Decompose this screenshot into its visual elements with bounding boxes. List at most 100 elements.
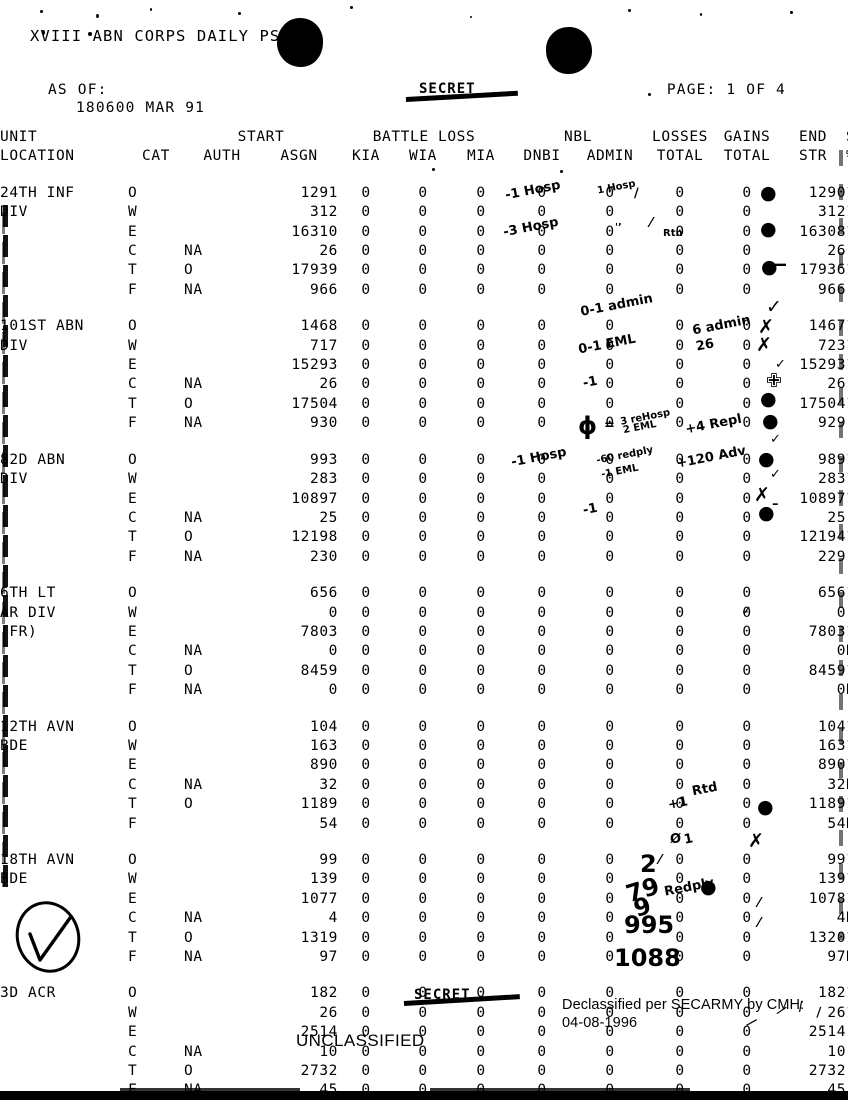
cell-kia: 0 [361,871,371,888]
cell-cat: W [128,337,138,354]
cell-wia: 0 [418,815,428,832]
table-row: TO1189000000011891 [0,795,848,814]
table-row: E1529300000001529310 [0,356,848,375]
cell-wia: 0 [418,529,428,546]
unit-name-continuation [0,909,128,928]
cell-cat: O [128,318,138,335]
cell-wia: 0 [418,1043,428,1060]
header-location: LOCATION [0,148,75,165]
cell-losses-total: 0 [675,548,685,565]
cell-admin: 0 [605,949,615,966]
table-row: C NA 25 0 0 0 0 0 0 0 25 [0,509,848,528]
cell-gains-total: 0 [742,318,752,335]
cell-dnbi: 0 [537,243,547,260]
cell-end-str: 929 [818,415,847,432]
cell-auth [184,317,260,336]
unit-name-continuation [0,948,128,967]
cell-admin: 0 [605,796,615,813]
cell-dnbi: 0 [537,490,547,507]
cell-admin: 0 [605,623,615,640]
cell-asgn: 26 [319,1004,338,1021]
table-row: C NA 26 0 0 0 0 0 0 0 26 [0,375,848,394]
cell-losses-total: 0 [675,223,685,240]
cell-gains-total: 0 [742,548,752,565]
cell-end-str: 2514 [808,1024,847,1041]
cell-auth: NA [184,376,203,393]
cell-auth [184,184,260,203]
table-row: (FR)E78030000000780310 [0,623,848,642]
cell-kia: 0 [361,223,371,240]
unit-name: 6TH LT [0,585,56,602]
cell-asgn: 7803 [300,623,338,640]
cell-auth [184,490,260,509]
cell-losses-total: 0 [675,471,685,488]
unit-name: (FR) [0,623,38,640]
cell-auth [184,470,260,489]
cell-mia: 0 [476,337,486,354]
cell-end-str: 182 [818,985,847,1002]
scan-artifact-left-margin-2 [2,212,5,887]
cell-losses-total: 0 [675,662,685,679]
cell-admin: 0 [605,1004,615,1021]
cell-cat: W [128,1004,138,1021]
cell-wia: 0 [418,548,428,565]
cell-str-pct: 10 [846,662,848,681]
cell-wia: 0 [418,585,428,602]
as-of-label: AS OF: [48,82,108,98]
scan-speck [700,13,702,16]
cell-wia: 0 [418,796,428,813]
cell-losses-total: 0 [675,337,685,354]
unit-name-continuation [0,223,128,242]
cell-mia: 0 [476,1082,486,1099]
cell-losses-total: 0 [675,1063,685,1080]
cell-admin: 0 [605,662,615,679]
table-row: F54000000054N [0,815,848,834]
cell-asgn: 993 [310,451,338,468]
cell-wia: 0 [418,395,428,412]
unclassified-footer: UNCLASSIFIED [296,1031,425,1050]
unit-name: 12TH AVN [0,718,75,735]
cell-auth [184,1004,260,1023]
cell-dnbi: 0 [537,815,547,832]
table-header: UNIT START BATTLE LOSS NBL LOSSES GAINS … [0,128,848,184]
table-row: F NA 230 0 0 0 0 0 0 0 229 [0,548,848,567]
cell-kia: 0 [361,1024,371,1041]
cell-dnbi: 0 [537,471,547,488]
cell-admin: 0 [605,318,615,335]
table-header-row-bottom: LOCATION CAT AUTH ASGN KIA WIA MIA DNBI … [0,147,848,166]
cell-dnbi: 0 [537,184,547,201]
cell-dnbi: 0 [537,318,547,335]
cell-end-str: 26 [827,243,847,260]
cell-asgn: 2514 [300,1024,338,1041]
scan-speck [628,9,631,12]
cell-dnbi: 0 [537,1063,547,1080]
cell-asgn: 10 [319,1043,338,1060]
cell-admin: 0 [605,682,615,699]
table-row: CNA32000000032N [0,776,848,795]
cell-kia: 0 [361,662,371,679]
header-wia: WIA [409,148,437,165]
cell-cat: O [128,451,138,468]
cell-cat: C [128,376,138,393]
cell-kia: 0 [361,776,371,793]
cell-mia: 0 [476,548,486,565]
cell-auth [184,718,260,737]
cell-wia: 0 [418,682,428,699]
cell-asgn: 717 [310,337,338,354]
cell-dnbi: 0 [537,985,547,1002]
header-asgn: ASGN [280,148,318,165]
cell-auth: NA [184,1082,203,1099]
cell-cat: E [128,890,138,907]
cell-auth: NA [184,643,203,660]
scan-fleck [430,1088,690,1091]
cell-end-str: 0 [836,604,847,621]
cell-cat: T [128,662,138,679]
cell-admin: 0 [605,509,615,526]
cell-wia: 0 [418,262,428,279]
cell-kia: 0 [361,623,371,640]
cell-str-pct: 10 [846,317,848,336]
cell-end-str: 989 [818,451,847,468]
cell-str-pct: 1 [846,984,848,1003]
cell-mia: 0 [476,281,486,298]
unit-name: BDE [0,737,28,754]
